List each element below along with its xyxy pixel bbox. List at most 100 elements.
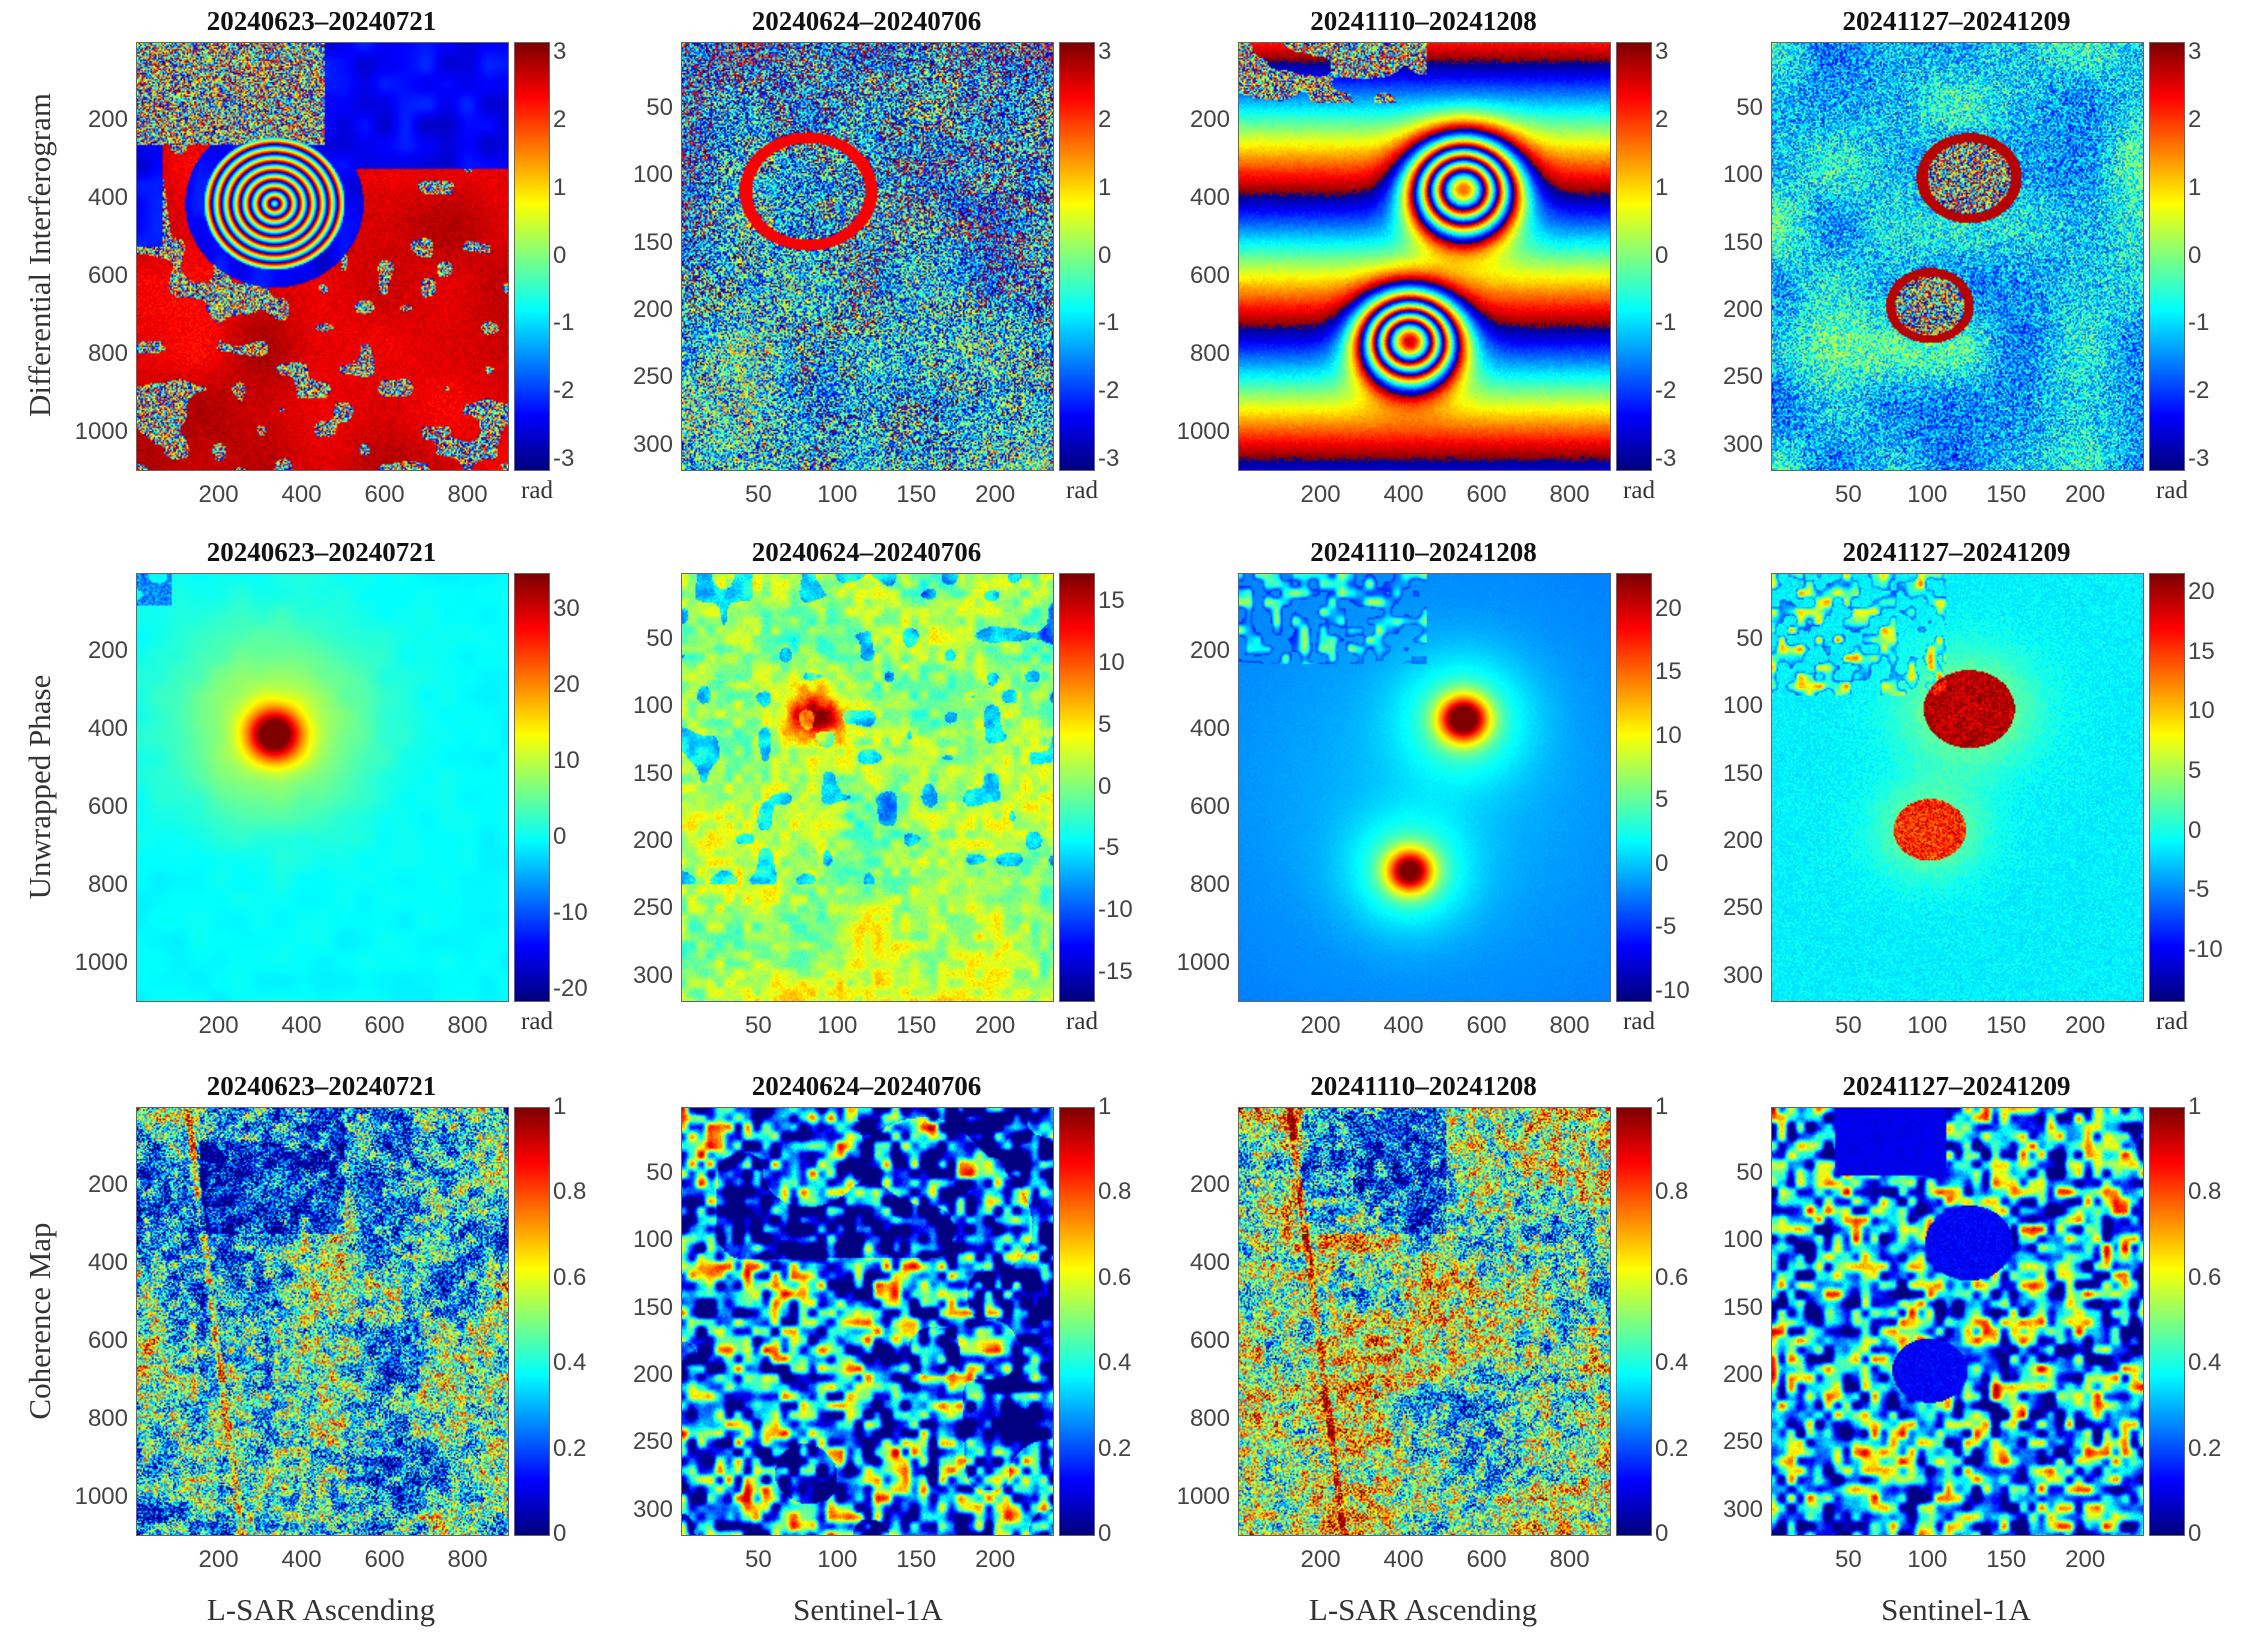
colorbar-tick-label: -10 xyxy=(2188,935,2223,963)
y-tick-label: 200 xyxy=(1189,105,1230,133)
colorbar-tick-label: 0.8 xyxy=(553,1178,587,1206)
heatmap-image xyxy=(136,573,509,1002)
colorbar-tick-label: 0.2 xyxy=(1655,1434,1689,1462)
y-tick-label: 250 xyxy=(632,1428,673,1456)
y-tick-label: 200 xyxy=(1722,827,1763,855)
colorbar-tick-label: 1 xyxy=(1655,1093,1669,1120)
colorbar-tick-label: 0.6 xyxy=(1098,1263,1132,1291)
colorbar-tick-label: -2 xyxy=(2188,377,2210,405)
colorbar-tick-label: 0.6 xyxy=(2188,1263,2222,1291)
colorbar-tick-label: 0 xyxy=(553,823,567,851)
y-tick-label: 250 xyxy=(632,894,673,922)
y-tick-label: 250 xyxy=(632,363,673,391)
colorbar xyxy=(514,42,550,471)
colorbar-tick-label: 3 xyxy=(1098,37,1112,65)
y-tick-label: 400 xyxy=(87,1248,128,1276)
colorbar xyxy=(1616,573,1652,1002)
y-tick-label: 250 xyxy=(1722,363,1763,391)
y-tick-label: 600 xyxy=(1189,261,1230,289)
heatmap-image xyxy=(1771,573,2144,1002)
colorbar-tick-label: -5 xyxy=(1655,913,1677,941)
x-tick-label: 400 xyxy=(1383,481,1424,508)
x-tick-label: 600 xyxy=(364,481,405,508)
x-tick-label: 800 xyxy=(447,1012,488,1039)
x-tick-label: 200 xyxy=(975,1546,1016,1573)
colorbar-tick-label: -3 xyxy=(1655,445,1677,473)
colorbar-tick-label: 0 xyxy=(553,241,567,269)
y-tick-label: 400 xyxy=(1189,1248,1230,1276)
y-tick-label: 200 xyxy=(1722,296,1763,324)
colorbar-tick-label: -20 xyxy=(553,975,588,1003)
x-tick-label: 800 xyxy=(1549,1012,1590,1039)
colorbar-tick-label: 0 xyxy=(1655,849,1669,877)
column-label: Sentinel-1A xyxy=(1881,1592,2031,1627)
y-tick-label: 300 xyxy=(632,961,673,989)
x-tick-label: 400 xyxy=(1383,1012,1424,1039)
y-tick-label: 1000 xyxy=(74,1482,128,1510)
heatmap-image xyxy=(136,42,509,471)
y-tick-label: 600 xyxy=(87,792,128,820)
y-tick-label: 200 xyxy=(632,296,673,324)
colorbar-tick-label: 1 xyxy=(553,173,567,201)
colorbar-tick-label: -5 xyxy=(2188,876,2210,904)
colorbar-tick-label: 15 xyxy=(1655,658,1682,686)
colorbar-tick-label: 5 xyxy=(1098,710,1112,738)
x-tick-label: 600 xyxy=(1466,481,1507,508)
y-tick-label: 600 xyxy=(87,1326,128,1354)
x-tick-label: 400 xyxy=(1383,1546,1424,1573)
x-tick-label: 100 xyxy=(817,1546,858,1573)
colorbar-tick-label: -3 xyxy=(553,445,575,473)
colorbar-unit-label: rad xyxy=(2156,477,2188,504)
heatmap-image xyxy=(136,1107,509,1536)
x-tick-label: 50 xyxy=(1834,481,1862,508)
colorbar-tick-label: 10 xyxy=(2188,697,2215,725)
colorbar-tick-label: -2 xyxy=(1655,377,1677,405)
y-tick-label: 800 xyxy=(1189,870,1230,898)
heatmap-image xyxy=(1238,1107,1611,1536)
y-tick-label: 200 xyxy=(632,827,673,855)
y-tick-label: 150 xyxy=(632,228,673,256)
y-tick-label: 300 xyxy=(632,430,673,458)
y-tick-label: 150 xyxy=(632,759,673,787)
x-tick-label: 200 xyxy=(975,1012,1016,1039)
colorbar-tick-label: 0.4 xyxy=(2188,1349,2222,1377)
x-tick-label: 200 xyxy=(975,481,1016,508)
colorbar-tick-label: 1 xyxy=(1098,173,1112,201)
x-tick-label: 400 xyxy=(281,1546,322,1573)
x-tick-label: 200 xyxy=(198,1546,239,1573)
colorbar xyxy=(1059,1107,1095,1536)
colorbar-tick-label: 10 xyxy=(1655,722,1682,750)
colorbar-tick-label: -1 xyxy=(1655,309,1677,337)
colorbar xyxy=(2149,42,2185,471)
y-tick-label: 1000 xyxy=(1176,948,1230,976)
x-tick-label: 200 xyxy=(198,1012,239,1039)
colorbar-tick-label: 1 xyxy=(1655,173,1669,201)
colorbar-tick-label: 1 xyxy=(2188,173,2202,201)
colorbar-tick-label: 0 xyxy=(1098,241,1112,269)
y-tick-label: 400 xyxy=(1189,183,1230,211)
colorbar-tick-label: -1 xyxy=(2188,309,2210,337)
y-tick-label: 1000 xyxy=(1176,1482,1230,1510)
colorbar-unit-label: rad xyxy=(521,477,553,504)
colorbar-tick-label: 2 xyxy=(1098,105,1112,133)
colorbar-tick-label: 0.6 xyxy=(1655,1263,1689,1291)
heatmap-image xyxy=(1771,1107,2144,1536)
x-tick-label: 800 xyxy=(1549,481,1590,508)
y-tick-label: 200 xyxy=(1189,1170,1230,1198)
colorbar-tick-label: 2 xyxy=(2188,105,2202,133)
y-tick-label: 100 xyxy=(632,692,673,720)
y-tick-label: 200 xyxy=(1722,1361,1763,1389)
colorbar-tick-label: -3 xyxy=(2188,445,2210,473)
y-tick-label: 150 xyxy=(632,1293,673,1321)
colorbar-tick-label: 0.6 xyxy=(553,1263,587,1291)
colorbar-tick-label: 10 xyxy=(1098,649,1125,677)
x-tick-label: 600 xyxy=(1466,1546,1507,1573)
colorbar-tick-label: 0 xyxy=(1098,772,1112,800)
y-tick-label: 600 xyxy=(1189,1326,1230,1354)
y-tick-label: 250 xyxy=(1722,894,1763,922)
x-tick-label: 150 xyxy=(1986,1546,2027,1573)
panel-title: 20241110–20241208 xyxy=(1310,1071,1537,1101)
y-tick-label: 300 xyxy=(1722,1495,1763,1523)
colorbar-unit-label: rad xyxy=(1623,1008,1655,1035)
colorbar-tick-label: 0.8 xyxy=(1655,1178,1689,1206)
